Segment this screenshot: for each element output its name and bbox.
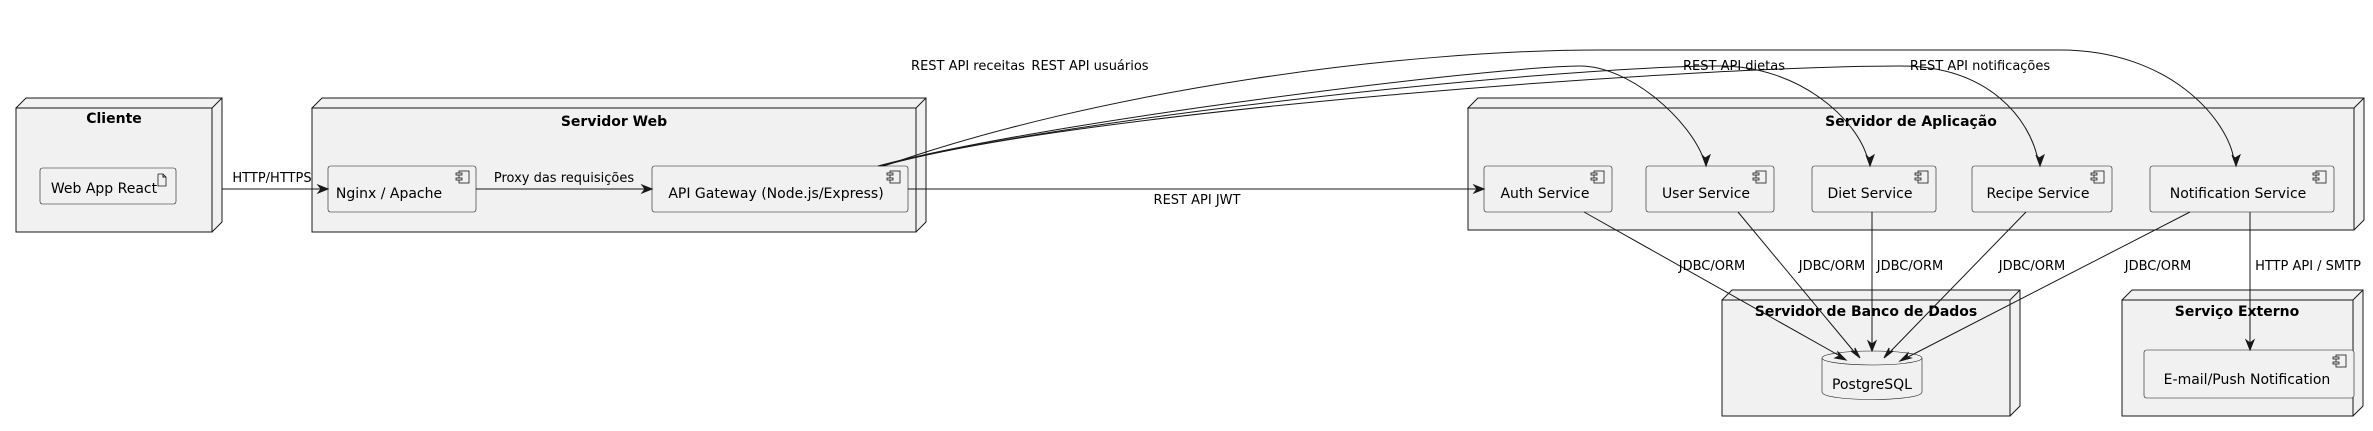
edge-dietas-label: REST API dietas bbox=[1683, 59, 1785, 74]
diet-label: Diet Service bbox=[1828, 186, 1913, 202]
node-servidor-banco-dados-title: Servidor de Banco de Dados bbox=[1755, 304, 1978, 320]
component-icon bbox=[2312, 170, 2327, 184]
edge-jdbc-auth: JDBC/ORM bbox=[1583, 211, 1848, 361]
api-gateway-label: API Gateway (Node.js/Express) bbox=[668, 186, 883, 202]
component-auth-service: Auth Service bbox=[1483, 165, 1613, 213]
component-api-gateway: API Gateway (Node.js/Express) bbox=[651, 165, 909, 213]
edge-jdbc-user-label: JDBC/ORM bbox=[1798, 259, 1865, 274]
edge-http-smtp: HTTP API / SMTP bbox=[2244, 212, 2361, 352]
artifact-web-app-react: Web App React bbox=[39, 167, 177, 205]
component-icon bbox=[886, 170, 901, 184]
edge-rest-notificacoes bbox=[883, 49, 2241, 168]
edge-rest-dietas bbox=[879, 65, 1875, 168]
edge-jdbc-user: JDBC/ORM bbox=[1737, 211, 1865, 359]
edge-rest-jwt: REST API JWT bbox=[908, 183, 1486, 208]
component-icon bbox=[455, 170, 470, 184]
nginx-label: Nginx / Apache bbox=[336, 186, 442, 202]
component-email-push: E-mail/Push Notification bbox=[2143, 349, 2355, 399]
node-servidor-web-title: Servidor Web bbox=[561, 114, 667, 130]
edge-jdbc-recipe-label: JDBC/ORM bbox=[1998, 259, 2065, 274]
edge-proxy: Proxy das requisições bbox=[476, 171, 654, 195]
document-icon bbox=[157, 173, 167, 187]
edge-proxy-label: Proxy das requisições bbox=[494, 171, 635, 186]
postgresql-label: PostgreSQL bbox=[1832, 377, 1912, 393]
edge-jdbc-diet-label: JDBC/ORM bbox=[1876, 259, 1943, 274]
component-recipe-service: Recipe Service bbox=[1971, 165, 2113, 213]
recipe-label: Recipe Service bbox=[1987, 186, 2090, 202]
auth-label: Auth Service bbox=[1500, 186, 1589, 202]
component-notification-service: Notification Service bbox=[2149, 165, 2335, 213]
component-icon bbox=[1914, 170, 1929, 184]
edge-rest-receitas bbox=[881, 65, 2045, 168]
edge-jdbc-diet: JDBC/ORM bbox=[1866, 212, 1943, 353]
notification-label: Notification Service bbox=[2170, 186, 2307, 202]
edge-receitas-label: REST API receitas bbox=[911, 59, 1025, 74]
component-icon bbox=[2332, 354, 2347, 368]
component-nginx-apache: Nginx / Apache bbox=[327, 165, 477, 213]
edge-rest-usuarios bbox=[877, 65, 1711, 168]
database-postgresql: PostgreSQL bbox=[1821, 350, 1923, 400]
edge-jdbc-notification-label: JDBC/ORM bbox=[2124, 259, 2191, 274]
web-app-label: Web App React bbox=[51, 181, 158, 197]
node-cliente-title: Cliente bbox=[86, 111, 142, 127]
edge-http-label: HTTP/HTTPS bbox=[232, 171, 311, 186]
edge-usuarios-label: REST API usuários bbox=[1031, 59, 1148, 74]
edge-jdbc-auth-label: JDBC/ORM bbox=[1678, 259, 1745, 274]
email-push-label: E-mail/Push Notification bbox=[2164, 372, 2331, 388]
component-icon bbox=[1590, 170, 1605, 184]
user-label: User Service bbox=[1662, 186, 1750, 202]
edge-http-https: HTTP/HTTPS bbox=[222, 171, 330, 195]
edge-notificacoes-label: REST API notificações bbox=[1910, 59, 2051, 74]
edge-jwt-label: REST API JWT bbox=[1154, 193, 1241, 208]
node-servico-externo-title: Serviço Externo bbox=[2175, 304, 2300, 320]
component-diet-service: Diet Service bbox=[1811, 165, 1937, 213]
node-servidor-aplicacao-title: Servidor de Aplicação bbox=[1825, 114, 1997, 130]
node-cliente: Cliente bbox=[15, 97, 223, 233]
component-icon bbox=[1752, 170, 1767, 184]
edge-smtp-label: HTTP API / SMTP bbox=[2255, 259, 2361, 274]
edge-jdbc-notification: JDBC/ORM bbox=[1898, 211, 2191, 362]
component-icon bbox=[2090, 170, 2105, 184]
edge-jdbc-recipe: JDBC/ORM bbox=[1883, 211, 2065, 359]
component-user-service: User Service bbox=[1645, 165, 1775, 213]
